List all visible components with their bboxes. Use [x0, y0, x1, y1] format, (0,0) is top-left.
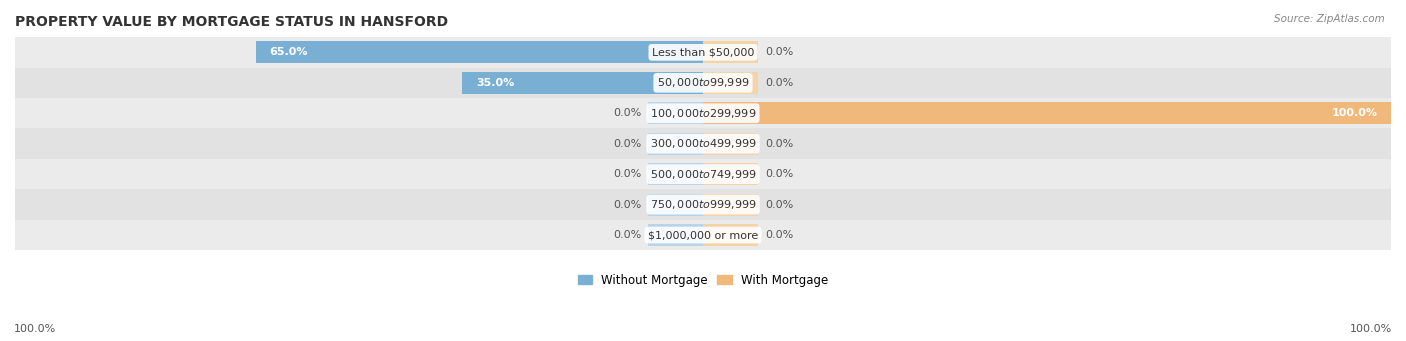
Bar — [648, 102, 703, 124]
Bar — [15, 220, 1391, 250]
Text: PROPERTY VALUE BY MORTGAGE STATUS IN HANSFORD: PROPERTY VALUE BY MORTGAGE STATUS IN HAN… — [15, 15, 449, 29]
Bar — [703, 102, 1391, 124]
Text: 0.0%: 0.0% — [765, 169, 793, 179]
Text: $300,000 to $499,999: $300,000 to $499,999 — [650, 137, 756, 150]
Bar — [648, 194, 703, 216]
Text: 65.0%: 65.0% — [270, 47, 308, 57]
Text: 0.0%: 0.0% — [765, 230, 793, 240]
Text: $50,000 to $99,999: $50,000 to $99,999 — [657, 76, 749, 89]
Text: 100.0%: 100.0% — [14, 324, 56, 334]
Text: 0.0%: 0.0% — [765, 139, 793, 149]
Bar — [256, 41, 703, 63]
Text: 0.0%: 0.0% — [765, 78, 793, 88]
Text: Source: ZipAtlas.com: Source: ZipAtlas.com — [1274, 14, 1385, 24]
Bar — [703, 163, 758, 185]
Bar — [703, 41, 758, 63]
Text: 100.0%: 100.0% — [1331, 108, 1378, 118]
Bar — [648, 224, 703, 246]
Text: $750,000 to $999,999: $750,000 to $999,999 — [650, 198, 756, 211]
Bar — [15, 68, 1391, 98]
Text: 35.0%: 35.0% — [477, 78, 515, 88]
Text: Less than $50,000: Less than $50,000 — [652, 47, 754, 57]
Bar — [703, 133, 758, 155]
Text: 0.0%: 0.0% — [765, 199, 793, 210]
Text: 0.0%: 0.0% — [613, 199, 641, 210]
Bar — [703, 224, 758, 246]
Bar — [15, 159, 1391, 189]
Bar — [703, 72, 758, 94]
Legend: Without Mortgage, With Mortgage: Without Mortgage, With Mortgage — [574, 269, 832, 291]
Text: 0.0%: 0.0% — [765, 47, 793, 57]
Bar — [703, 194, 758, 216]
Bar — [15, 37, 1391, 68]
Bar — [463, 72, 703, 94]
Bar — [648, 163, 703, 185]
Text: 0.0%: 0.0% — [613, 139, 641, 149]
Text: 0.0%: 0.0% — [613, 169, 641, 179]
Text: 0.0%: 0.0% — [613, 230, 641, 240]
Text: $500,000 to $749,999: $500,000 to $749,999 — [650, 168, 756, 181]
Bar — [15, 129, 1391, 159]
Bar — [648, 133, 703, 155]
Text: 0.0%: 0.0% — [613, 108, 641, 118]
Text: $1,000,000 or more: $1,000,000 or more — [648, 230, 758, 240]
Text: $100,000 to $299,999: $100,000 to $299,999 — [650, 107, 756, 120]
Text: 100.0%: 100.0% — [1350, 324, 1392, 334]
Bar — [15, 98, 1391, 129]
Bar — [15, 189, 1391, 220]
